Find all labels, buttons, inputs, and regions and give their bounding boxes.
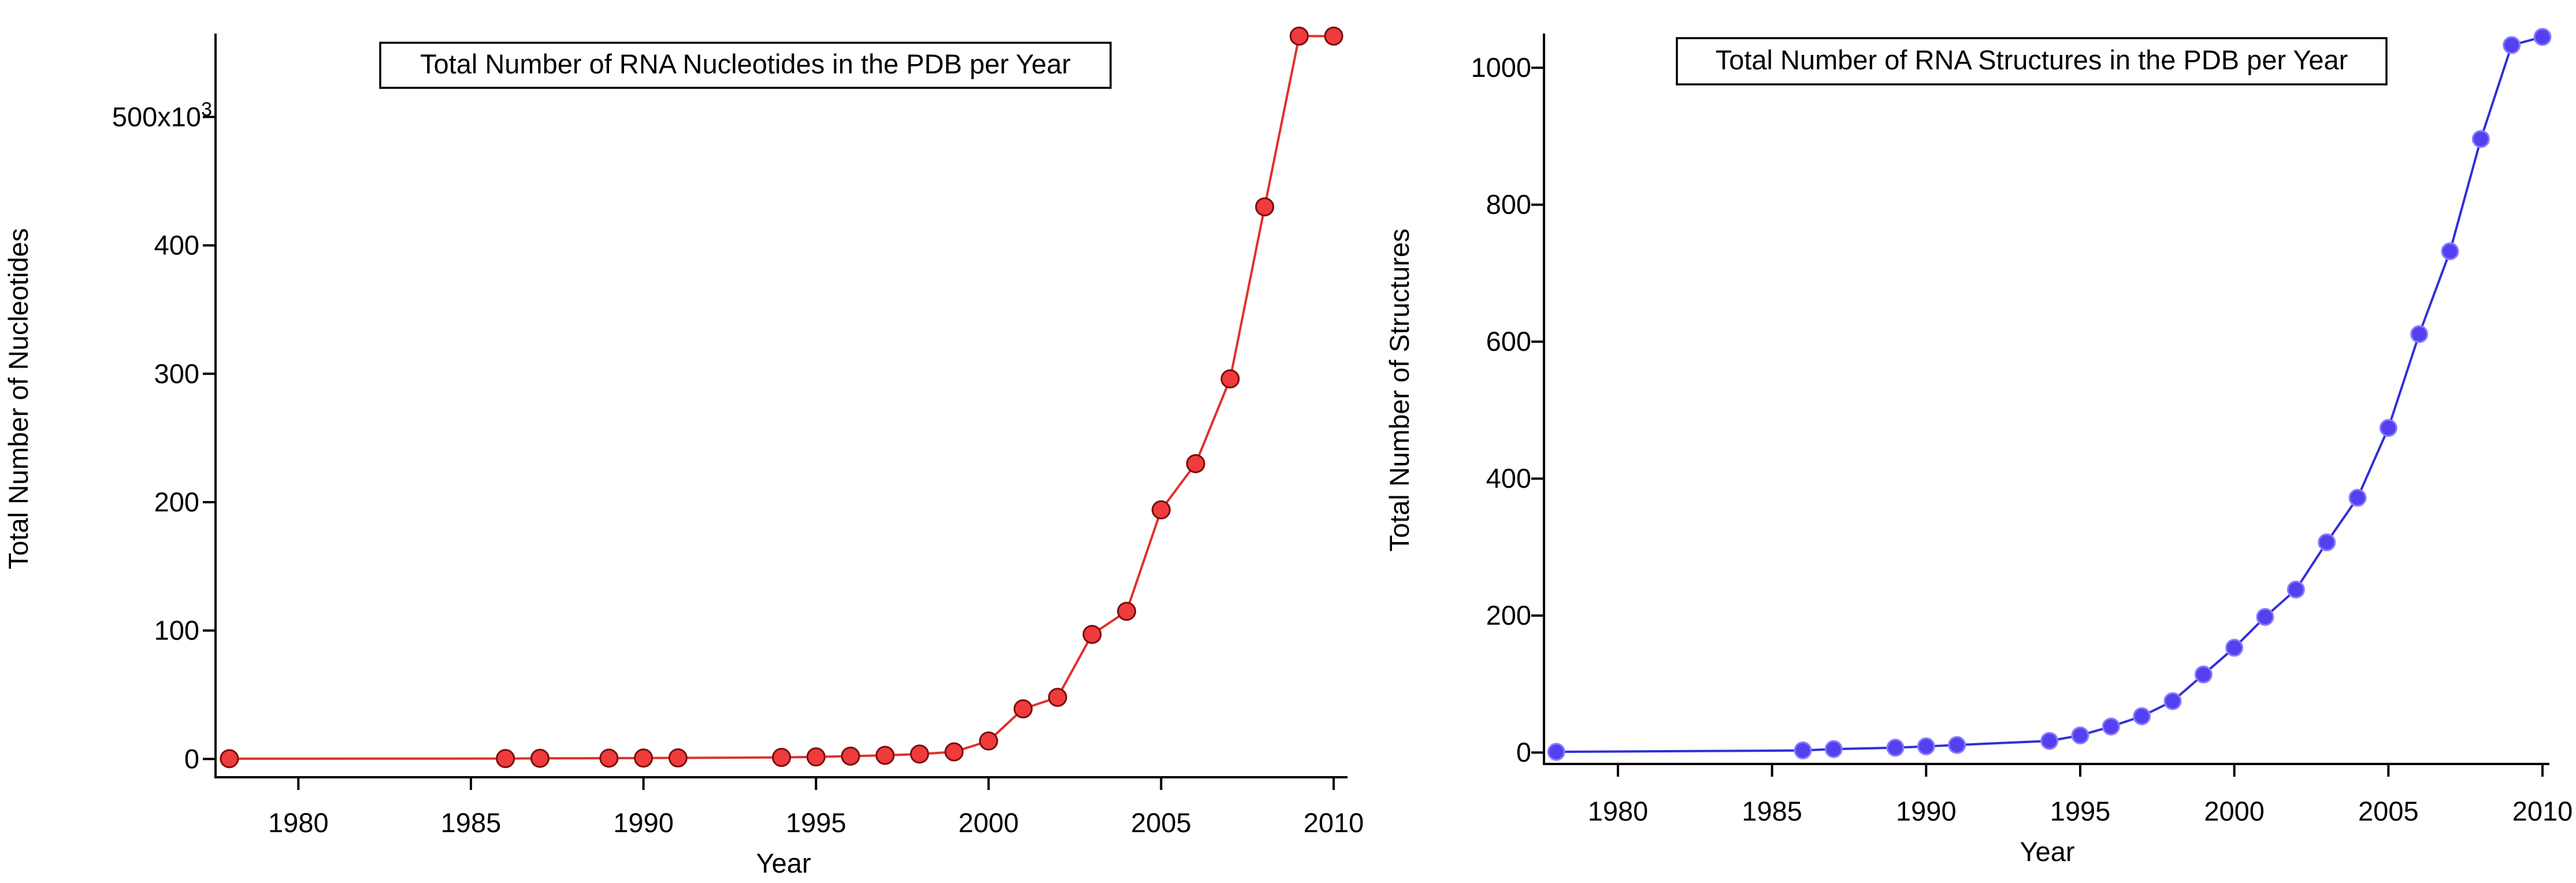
data-point	[2441, 242, 2459, 261]
data-point	[1917, 737, 1935, 756]
data-point	[496, 749, 515, 769]
y-tick-label: 600	[1486, 326, 1531, 357]
series-line	[229, 35, 1334, 760]
y-tick-label: 400	[1486, 463, 1531, 494]
data-point	[2194, 665, 2213, 684]
data-point	[1151, 500, 1171, 520]
y-ticks: 0 100 200 300 400 500x103	[112, 98, 216, 774]
data-point	[2503, 36, 2521, 54]
x-tick-label: 1980	[268, 807, 329, 838]
series-group	[1547, 28, 2552, 761]
y-ticks: 0 200 400 600 800 1000	[1471, 52, 1544, 767]
data-point	[1824, 740, 1843, 758]
y-tick-label: 0	[184, 743, 199, 774]
data-point	[1220, 369, 1240, 389]
y-tick-label: 300	[154, 358, 199, 389]
x-tick-label: 1995	[2050, 796, 2111, 826]
data-point	[1948, 736, 1966, 754]
data-point	[2287, 580, 2305, 599]
y-tick-label: 500x103	[112, 98, 212, 132]
y-axis-title: Total Number of Nucleotides	[3, 228, 34, 569]
data-point	[2040, 732, 2059, 750]
data-point	[841, 746, 860, 766]
x-tick-label: 1995	[786, 807, 847, 838]
data-point	[2471, 129, 2490, 148]
data-point	[599, 748, 619, 768]
data-point	[1324, 26, 1343, 46]
data-point	[2133, 707, 2151, 725]
data-point	[771, 748, 791, 767]
data-point	[875, 745, 895, 765]
data-point	[1547, 743, 1565, 761]
data-point	[2348, 488, 2367, 507]
y-tick-label: 200	[1486, 600, 1531, 630]
data-point	[220, 749, 239, 769]
x-ticks: 1980 1985 1990 1995 2000 2005 2010	[1588, 764, 2573, 826]
chart-title: Total Number of RNA Nucleotides in the P…	[420, 49, 1071, 79]
x-tick-label: 1985	[441, 807, 502, 838]
data-point	[1886, 739, 1905, 757]
y-tick-label: 0	[1516, 737, 1531, 767]
data-point	[2379, 419, 2397, 437]
x-tick-label: 2000	[959, 807, 1019, 838]
data-point	[1186, 454, 1205, 473]
x-tick-label: 2005	[1131, 807, 1192, 838]
y-tick-label: 400	[154, 230, 199, 261]
y-tick-label: 100	[154, 615, 199, 645]
x-tick-label: 2010	[2512, 796, 2573, 826]
x-tick-label: 1990	[613, 807, 674, 838]
data-point	[2102, 717, 2120, 736]
y-tick-label: 800	[1486, 189, 1531, 220]
data-point	[1014, 699, 1033, 719]
data-point	[1048, 688, 1067, 707]
data-point	[944, 742, 964, 762]
x-tick-label: 1980	[1588, 796, 1649, 826]
data-point	[530, 748, 550, 768]
x-tick-label: 2005	[2358, 796, 2419, 826]
data-point	[1082, 625, 1102, 644]
x-ticks: 1980 1985 1990 1995 2000 2005 2010	[268, 777, 1364, 838]
data-point	[1289, 26, 1309, 46]
data-point	[1117, 602, 1137, 621]
data-point	[1255, 197, 1275, 217]
data-point	[806, 747, 826, 767]
nucleotides-chart: Total Number of RNA Nucleotides in the P…	[3, 26, 1364, 878]
data-point	[979, 731, 999, 751]
data-point	[2256, 608, 2274, 626]
x-tick-label: 1985	[1742, 796, 1802, 826]
chart-title-box	[379, 42, 1112, 89]
data-point	[1794, 741, 1812, 760]
y-tick-label: 1000	[1471, 52, 1531, 83]
chart-title: Total Number of RNA Structures in the PD…	[1716, 44, 2348, 75]
data-point	[2071, 726, 2089, 745]
x-tick-label: 1990	[1896, 796, 1957, 826]
series-line	[1556, 35, 2543, 754]
series-group	[220, 26, 1343, 769]
data-point	[910, 744, 929, 764]
chart-title-box	[1676, 37, 2388, 86]
data-point	[2318, 533, 2336, 551]
x-axis-title: Year	[756, 848, 811, 878]
data-point	[2533, 28, 2552, 46]
y-axis-title: Total Number of Structures	[1384, 229, 1415, 552]
x-tick-label: 2000	[2204, 796, 2265, 826]
x-tick-label: 2010	[1304, 807, 1364, 838]
x-axis-title: Year	[2020, 836, 2075, 867]
data-point	[2163, 692, 2182, 710]
structures-chart: Total Number of RNA Structures in the PD…	[1384, 28, 2573, 867]
y-tick-label: 200	[154, 487, 199, 517]
data-point	[668, 748, 688, 768]
y-tick-exponent: 3	[201, 98, 212, 120]
data-point	[2225, 639, 2244, 657]
data-point	[2410, 325, 2429, 343]
data-point	[634, 748, 654, 768]
